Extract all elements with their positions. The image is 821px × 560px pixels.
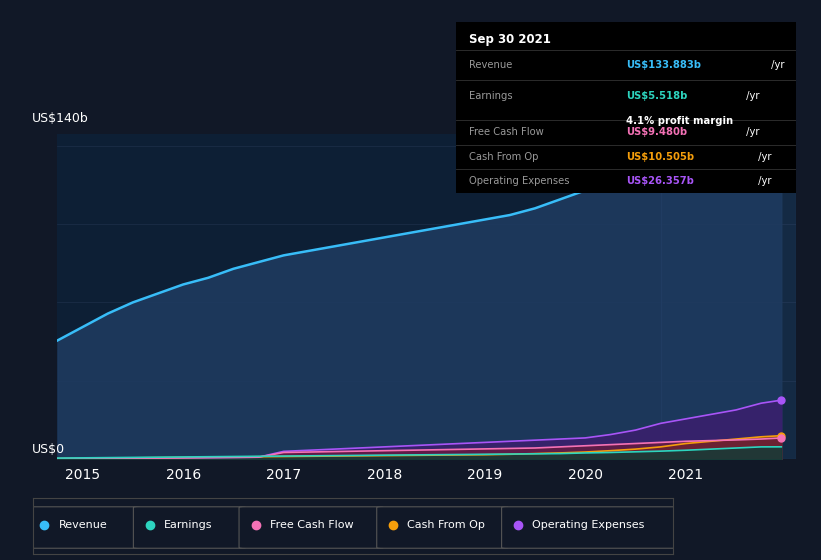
Text: Operating Expenses: Operating Expenses <box>532 520 644 530</box>
Text: Free Cash Flow: Free Cash Flow <box>270 520 353 530</box>
Text: Operating Expenses: Operating Expenses <box>470 176 570 186</box>
Text: US$140b: US$140b <box>32 111 89 125</box>
Text: Earnings: Earnings <box>470 91 513 101</box>
FancyBboxPatch shape <box>28 507 140 548</box>
FancyBboxPatch shape <box>239 507 383 548</box>
Text: Revenue: Revenue <box>58 520 108 530</box>
Text: /yr: /yr <box>768 60 785 70</box>
Text: /yr: /yr <box>742 91 759 101</box>
Text: Cash From Op: Cash From Op <box>470 152 539 162</box>
Bar <box>661 134 796 459</box>
Text: Revenue: Revenue <box>470 60 512 70</box>
Text: /yr: /yr <box>755 152 772 162</box>
Text: US$26.357b: US$26.357b <box>626 176 694 186</box>
Text: Free Cash Flow: Free Cash Flow <box>470 127 544 137</box>
FancyBboxPatch shape <box>133 507 245 548</box>
Text: US$10.505b: US$10.505b <box>626 152 694 162</box>
Text: US$9.480b: US$9.480b <box>626 127 687 137</box>
Text: Earnings: Earnings <box>164 520 213 530</box>
Text: Cash From Op: Cash From Op <box>407 520 485 530</box>
Text: US$0: US$0 <box>32 443 65 456</box>
FancyBboxPatch shape <box>502 507 677 548</box>
Text: US$133.883b: US$133.883b <box>626 60 701 70</box>
FancyBboxPatch shape <box>377 507 508 548</box>
Text: 4.1% profit margin: 4.1% profit margin <box>626 116 733 127</box>
Text: /yr: /yr <box>742 127 759 137</box>
Text: /yr: /yr <box>755 176 772 186</box>
Text: US$5.518b: US$5.518b <box>626 91 687 101</box>
Text: Sep 30 2021: Sep 30 2021 <box>470 32 551 46</box>
